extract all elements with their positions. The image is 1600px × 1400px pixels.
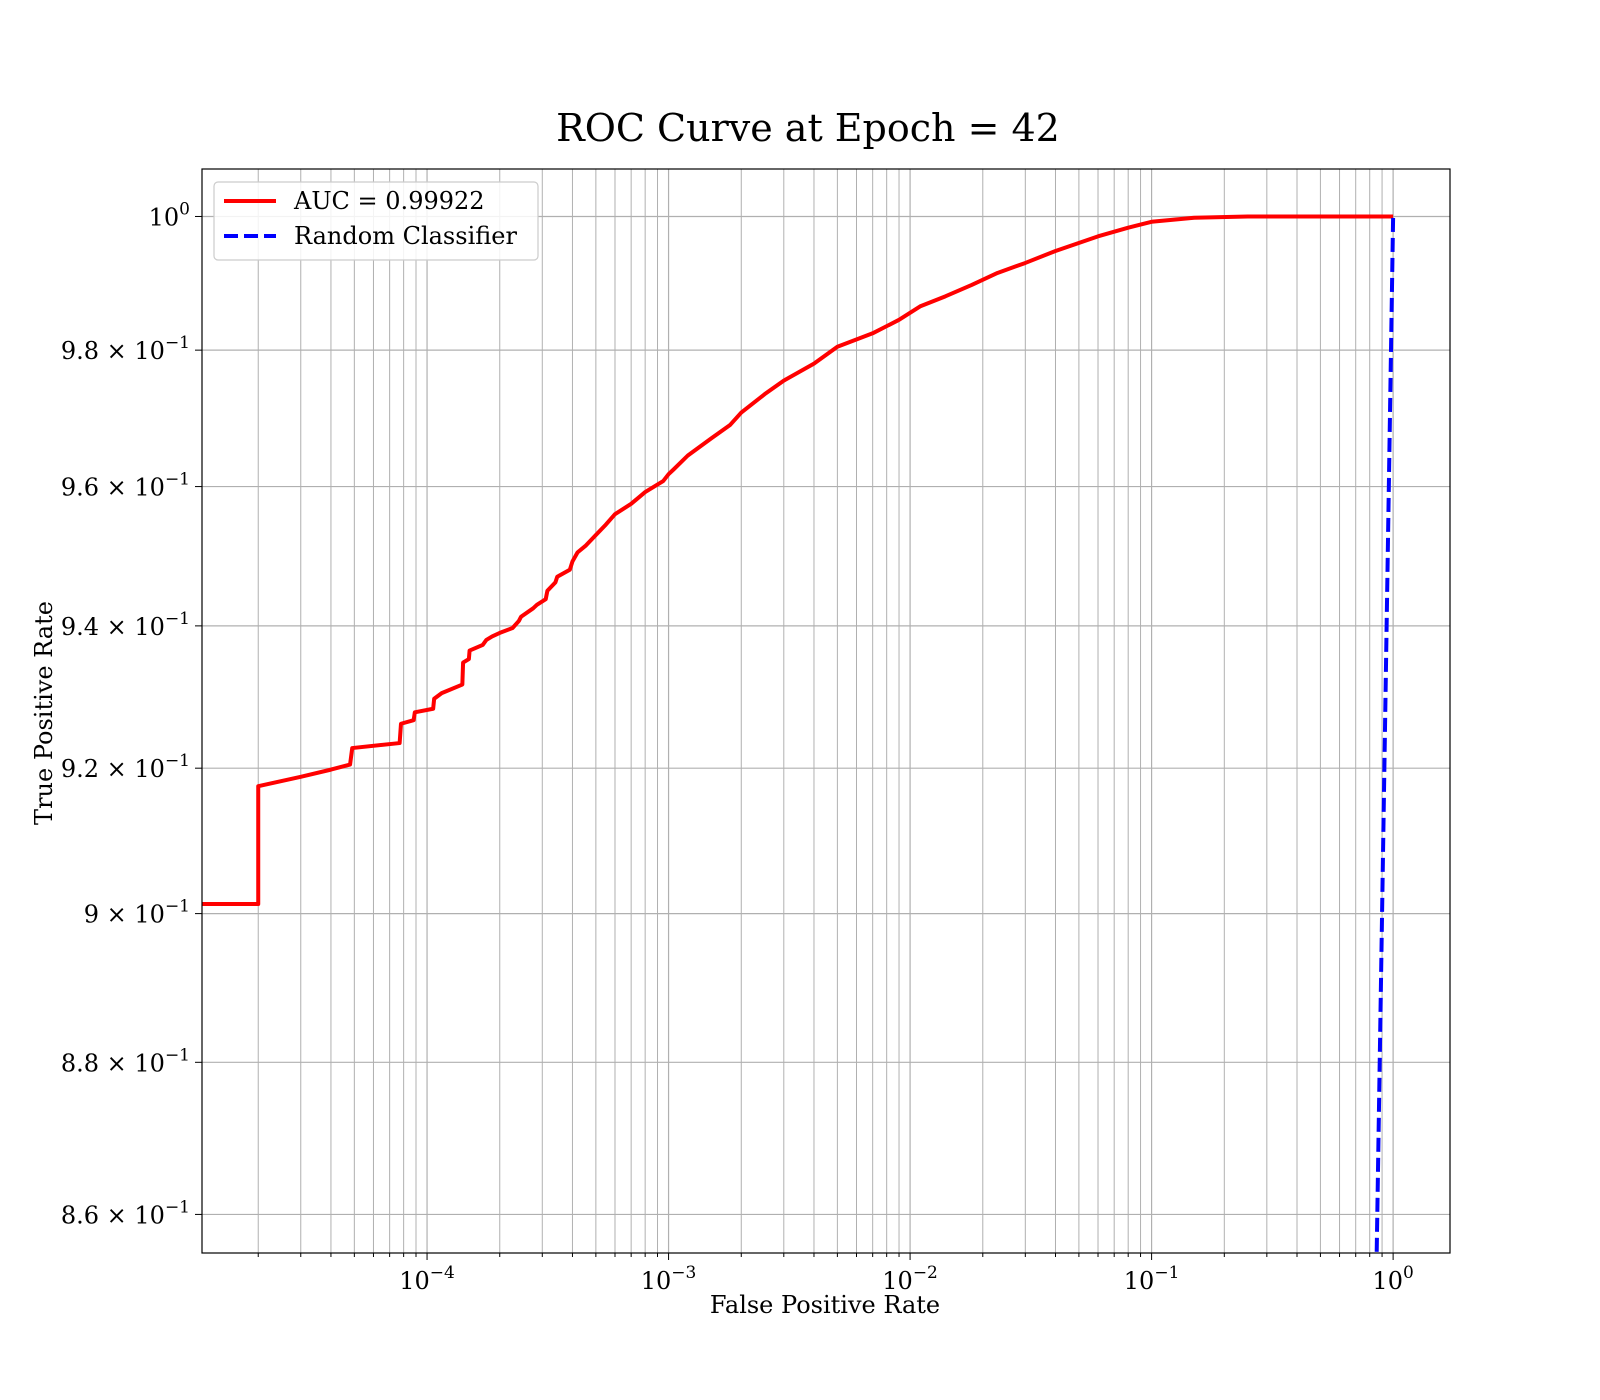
- y-tick-label: 9 × 10−1: [84, 897, 190, 929]
- chart-title: ROC Curve at Epoch = 42: [556, 106, 1060, 150]
- plot-frame: [201, 168, 1451, 1254]
- legend-box: [213, 181, 539, 261]
- y-axis-ticks: 100 9.8 × 10−1 9.6 × 10−1 9.4 × 10−1 9.2 × 1…: [61, 199, 202, 1229]
- legend-label-auc: AUC = 0.99922: [293, 187, 485, 215]
- y-tick-label: 100: [149, 199, 190, 231]
- legend-label-random: Random Classifier: [294, 222, 517, 250]
- y-tick-label: 9.4 × 10−1: [61, 609, 190, 641]
- y-axis-label: True Positive Rate: [30, 601, 58, 825]
- x-tick-label: 100: [1372, 1263, 1413, 1295]
- y-tick-label: 8.6 × 10−1: [61, 1197, 190, 1229]
- x-tick-label: 10−2: [882, 1263, 938, 1295]
- y-tick-label: 9.6 × 10−1: [61, 470, 190, 502]
- y-tick-label: 8.8 × 10−1: [61, 1045, 190, 1077]
- y-tick-label: 9.2 × 10−1: [61, 751, 190, 783]
- x-tick-label: 10−3: [641, 1263, 697, 1295]
- x-axis-label: False Positive Rate: [710, 1291, 940, 1319]
- y-tick-label: 9.8 × 10−1: [61, 333, 190, 365]
- x-axis-ticks: 10−4 10−3 10−2 10−1 100: [257, 1253, 1414, 1295]
- series-group: [202, 214, 1396, 1253]
- legend: AUC = 0.99922 Random Classifier: [213, 181, 539, 261]
- series-line-0: [202, 214, 1394, 907]
- grid-lines: [202, 169, 1450, 1253]
- x-tick-label: 10−4: [399, 1263, 455, 1295]
- series-line-1: [1374, 216, 1396, 1253]
- x-tick-label: 10−1: [1124, 1263, 1180, 1295]
